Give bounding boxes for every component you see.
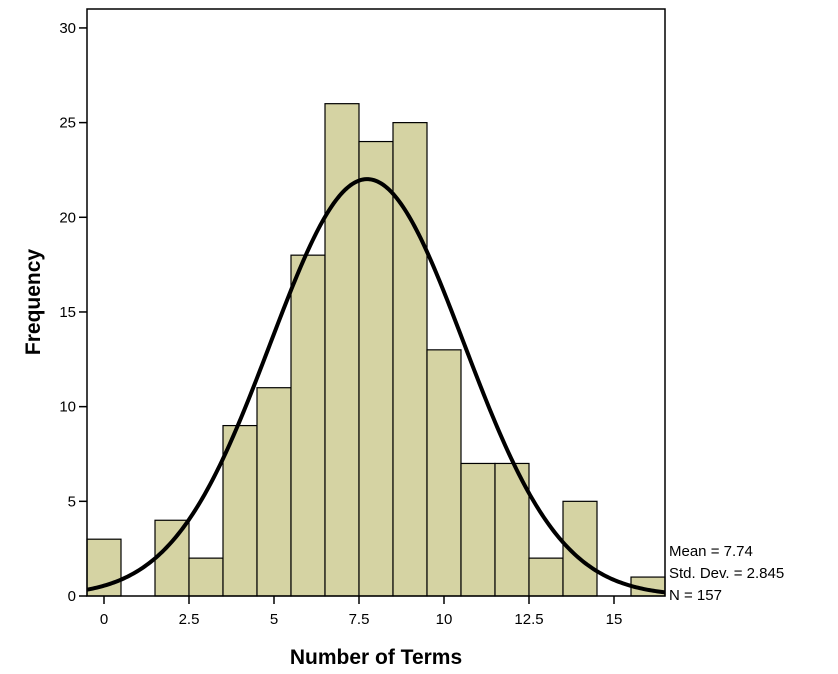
- histogram-bar: [290, 254, 326, 597]
- y-tick-label: 10: [59, 399, 76, 416]
- y-tick-label: 15: [59, 304, 76, 321]
- y-axis: 0 5 10 15 20 25 30: [59, 20, 87, 605]
- x-axis-title: Number of Terms: [290, 646, 462, 669]
- normal-curve: [86, 177, 666, 595]
- y-tick-label: 30: [59, 20, 76, 37]
- x-tick-label: 2.5: [179, 611, 200, 628]
- x-tick-label: 12.5: [514, 611, 543, 628]
- x-axis: 0 2.5 5 7.5 10 12.5 15: [100, 596, 623, 628]
- histogram-bar: [154, 519, 190, 597]
- x-tick-label: 7.5: [349, 611, 370, 628]
- histogram-bar: [528, 557, 564, 597]
- histogram-bar: [392, 122, 428, 597]
- x-tick-label: 0: [100, 611, 108, 628]
- y-tick-label: 5: [68, 493, 76, 510]
- x-tick-label: 15: [606, 611, 623, 628]
- histogram-bar: [324, 103, 360, 597]
- stat-mean: Mean = 7.74: [669, 543, 753, 560]
- x-tick-label: 10: [436, 611, 453, 628]
- plot-frame: [86, 8, 666, 597]
- stat-n: N = 157: [669, 587, 722, 604]
- y-tick-label: 25: [59, 115, 76, 132]
- x-tick-label: 5: [270, 611, 278, 628]
- stat-std-dev: Std. Dev. = 2.845: [669, 565, 784, 582]
- y-tick-label: 0: [68, 588, 76, 605]
- histogram-bar: [188, 557, 224, 597]
- histogram-bar: [460, 462, 496, 597]
- histogram-bar: [256, 387, 292, 597]
- histogram-bar: [426, 349, 462, 597]
- histogram-bar: [358, 140, 394, 597]
- y-tick-label: 20: [59, 209, 76, 226]
- y-axis-title: Frequency: [22, 249, 45, 356]
